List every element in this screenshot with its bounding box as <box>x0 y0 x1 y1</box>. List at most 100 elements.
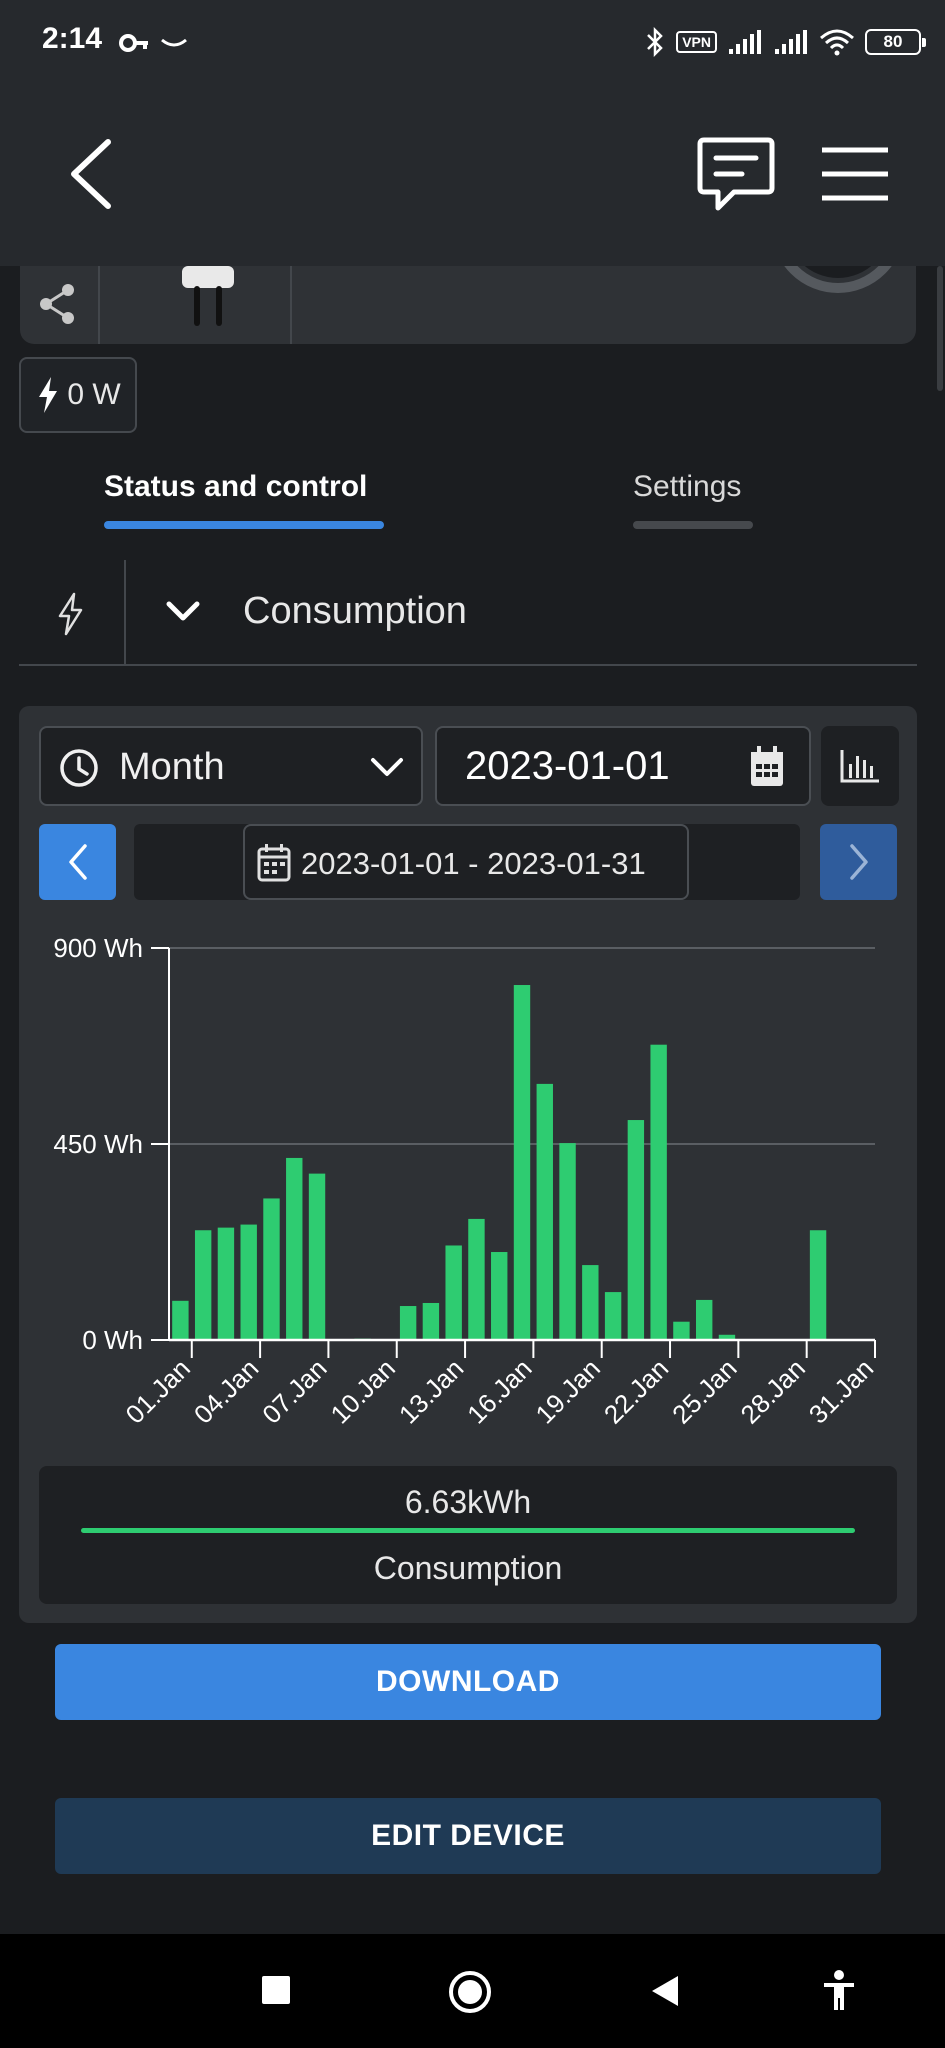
x-tick-label: 16.Jan <box>461 1353 537 1429</box>
power-reading-badge: 0 W <box>19 357 137 433</box>
date-range-text: 2023-01-01 - 2023-01-31 <box>301 846 646 881</box>
home-button[interactable] <box>448 1970 492 2014</box>
x-tick-label: 10.Jan <box>325 1353 401 1429</box>
card-divider <box>290 266 292 344</box>
bar-23.Jan <box>673 1321 690 1340</box>
bar-11.Jan <box>399 1306 417 1340</box>
smart-plug-image <box>182 266 234 326</box>
summary-label: Consumption <box>373 1550 563 1586</box>
consumption-panel: Month 2023-01-01 <box>19 706 917 1623</box>
previous-period-button[interactable] <box>39 824 116 900</box>
clock-icon <box>60 749 98 787</box>
scrollbar-thumb[interactable] <box>937 266 943 391</box>
consumption-summary: 6.63kWh Consumption <box>39 1466 897 1604</box>
bar-21.Jan <box>627 1120 645 1340</box>
x-tick-label: 31.Jan <box>803 1353 879 1429</box>
bar-13.Jan <box>445 1245 462 1340</box>
bar-07.Jan <box>308 1173 326 1340</box>
bar-06.Jan <box>286 1157 303 1340</box>
card-divider <box>98 266 100 344</box>
chevron-down-icon[interactable] <box>165 600 201 624</box>
y-tick-label: 450 Wh <box>53 1129 143 1159</box>
status-left-icons <box>118 26 190 63</box>
x-tick-label: 25.Jan <box>666 1353 742 1429</box>
y-tick-label: 0 Wh <box>82 1325 143 1355</box>
power-reading: 0 W <box>67 378 121 411</box>
section-title: Consumption <box>243 590 467 632</box>
calendar-icon[interactable] <box>749 746 785 788</box>
period-select[interactable]: Month <box>39 726 423 806</box>
bar-02.Jan <box>194 1230 212 1340</box>
accessibility-icon[interactable] <box>822 1970 856 2012</box>
date-range-display[interactable]: 2023-01-01 - 2023-01-31 <box>243 824 689 900</box>
signal-icon <box>729 30 761 54</box>
bar-16.Jan <box>513 985 531 1340</box>
consumption-bar-chart: 0 Wh 450 Wh 900 Wh 01.Jan04.Jan07.Jan10.Jan… <box>53 933 879 1429</box>
date-input-value: 2023-01-01 <box>465 744 670 788</box>
next-period-button[interactable] <box>820 824 897 900</box>
section-divider <box>124 560 126 664</box>
back-button[interactable] <box>66 138 116 210</box>
bar-15.Jan <box>491 1252 508 1340</box>
bar-chart-icon <box>840 750 879 783</box>
vpn-badge: VPN <box>676 31 717 53</box>
bar-12.Jan <box>422 1302 440 1340</box>
chart-type-button[interactable] <box>821 726 899 806</box>
chat-icon[interactable] <box>696 136 776 214</box>
chevron-right-icon <box>850 844 868 880</box>
x-tick-label: 28.Jan <box>734 1353 810 1429</box>
back-nav-button[interactable] <box>650 1974 680 2008</box>
bar-29.Jan <box>809 1230 827 1340</box>
x-tick-label: 07.Jan <box>256 1353 332 1429</box>
bar-19.Jan <box>582 1265 599 1340</box>
x-tick-label: 04.Jan <box>188 1353 264 1429</box>
tab-inactive-indicator <box>633 521 753 529</box>
bar-24.Jan <box>695 1299 713 1340</box>
calendar-outline-icon <box>257 844 291 882</box>
consumption-section-header[interactable]: Consumption <box>19 560 917 666</box>
bar-14.Jan <box>468 1218 485 1340</box>
status-bar: 2:14 VPN 80 <box>0 0 945 84</box>
recents-button[interactable] <box>262 1976 290 2004</box>
tab-active-indicator <box>104 521 384 529</box>
summary-total: 6.63kWh <box>404 1484 532 1520</box>
status-time: 2:14 <box>42 22 103 55</box>
bar-25.Jan <box>718 1334 736 1340</box>
wifi-icon <box>820 29 854 56</box>
status-right-icons: VPN 80 <box>644 24 926 60</box>
signal-icon <box>775 30 807 54</box>
chevron-down-icon <box>371 758 403 776</box>
share-icon[interactable] <box>38 282 78 326</box>
bar-17.Jan <box>536 1083 553 1340</box>
bar-04.Jan <box>240 1224 257 1340</box>
lightning-icon <box>39 377 58 413</box>
summary-legend-line <box>81 1528 855 1533</box>
edit-device-button[interactable]: EDIT DEVICE <box>55 1798 881 1874</box>
bar-01.Jan <box>172 1300 189 1340</box>
x-tick-label: 01.Jan <box>120 1353 196 1429</box>
date-input[interactable]: 2023-01-01 <box>435 726 811 806</box>
lightning-outline-icon <box>58 592 83 636</box>
bluetooth-icon <box>647 27 663 57</box>
app-header <box>0 84 945 266</box>
y-tick-label: 900 Wh <box>53 933 143 963</box>
download-button[interactable]: DOWNLOAD <box>55 1644 881 1720</box>
x-tick-label: 13.Jan <box>393 1353 469 1429</box>
power-toggle-dial[interactable] <box>768 266 908 296</box>
period-select-value: Month <box>119 746 225 788</box>
x-tick-label: 19.Jan <box>530 1353 606 1429</box>
hamburger-menu-icon[interactable] <box>820 144 890 204</box>
bar-20.Jan <box>604 1292 622 1340</box>
tab-status-and-control[interactable]: Status and control <box>104 470 368 503</box>
x-tick-label: 22.Jan <box>598 1353 674 1429</box>
system-nav-bar <box>0 1934 945 2048</box>
device-card <box>20 266 916 344</box>
chevron-left-icon <box>69 844 87 880</box>
bar-18.Jan <box>559 1143 576 1340</box>
bar-22.Jan <box>650 1044 667 1340</box>
bar-05.Jan <box>263 1198 280 1340</box>
key-icon <box>119 34 187 52</box>
battery-indicator: 80 <box>865 29 926 55</box>
bar-03.Jan <box>217 1227 235 1340</box>
tab-settings[interactable]: Settings <box>633 470 742 503</box>
